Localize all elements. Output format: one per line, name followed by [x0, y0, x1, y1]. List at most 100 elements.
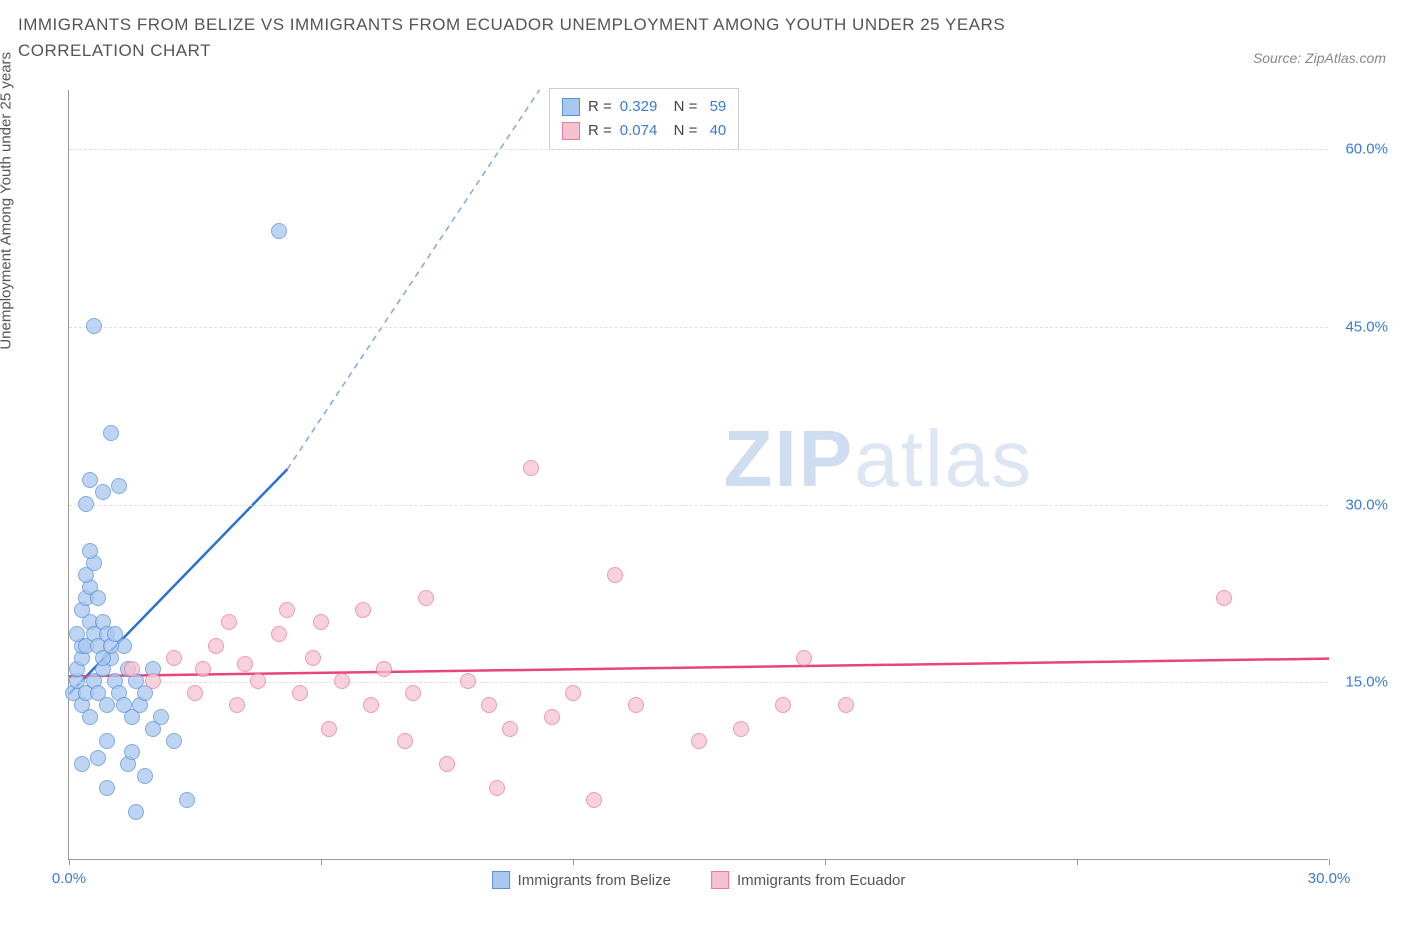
legend-r-label: R = — [588, 95, 612, 119]
data-point — [607, 567, 623, 583]
data-point — [111, 478, 127, 494]
data-point — [90, 590, 106, 606]
data-point — [166, 650, 182, 666]
data-point — [775, 697, 791, 713]
legend-r-value: 0.074 — [620, 119, 658, 143]
grid-line-horizontal — [69, 149, 1328, 150]
data-point — [128, 804, 144, 820]
data-point — [313, 614, 329, 630]
y-axis-label: Unemployment Among Youth under 25 years — [0, 52, 15, 350]
data-point — [1216, 590, 1232, 606]
data-point — [586, 792, 602, 808]
grid-line-horizontal — [69, 327, 1328, 328]
data-point — [166, 733, 182, 749]
data-point — [733, 721, 749, 737]
x-tick — [69, 859, 70, 865]
data-point — [137, 768, 153, 784]
watermark-light: atlas — [854, 414, 1033, 503]
grid-line-horizontal — [69, 505, 1328, 506]
series-legend-label: Immigrants from Ecuador — [737, 872, 905, 889]
data-point — [82, 709, 98, 725]
data-point — [82, 472, 98, 488]
watermark: ZIPatlas — [724, 413, 1033, 505]
x-tick — [321, 859, 322, 865]
series-legend-item: Immigrants from Ecuador — [711, 871, 905, 889]
legend-r-value: 0.329 — [620, 95, 658, 119]
plot-area: ZIPatlas R = 0.329 N = 59R = 0.074 N = 4… — [68, 90, 1328, 860]
legend-n-value: 59 — [705, 95, 726, 119]
data-point — [334, 673, 350, 689]
stats-legend-row: R = 0.074 N = 40 — [562, 119, 726, 143]
stats-legend-row: R = 0.329 N = 59 — [562, 95, 726, 119]
y-tick-label: 30.0% — [1345, 496, 1388, 513]
data-point — [405, 685, 421, 701]
x-tick — [573, 859, 574, 865]
series-legend-label: Immigrants from Belize — [518, 872, 671, 889]
data-point — [78, 496, 94, 512]
legend-swatch — [492, 871, 510, 889]
data-point — [279, 602, 295, 618]
data-point — [628, 697, 644, 713]
data-point — [481, 697, 497, 713]
x-tick — [825, 859, 826, 865]
source-attribution: Source: ZipAtlas.com — [1253, 50, 1386, 66]
data-point — [544, 709, 560, 725]
data-point — [502, 721, 518, 737]
y-tick-label: 45.0% — [1345, 318, 1388, 335]
watermark-bold: ZIP — [724, 414, 854, 503]
data-point — [691, 733, 707, 749]
y-tick-label: 60.0% — [1345, 141, 1388, 158]
data-point — [271, 626, 287, 642]
data-point — [103, 425, 119, 441]
legend-swatch — [562, 98, 580, 116]
data-point — [250, 673, 266, 689]
legend-n-value: 40 — [705, 119, 726, 143]
data-point — [107, 626, 123, 642]
data-point — [124, 661, 140, 677]
stats-legend: R = 0.329 N = 59R = 0.074 N = 40 — [549, 88, 739, 150]
data-point — [116, 697, 132, 713]
data-point — [305, 650, 321, 666]
data-point — [90, 750, 106, 766]
data-point — [82, 543, 98, 559]
data-point — [838, 697, 854, 713]
legend-swatch — [562, 122, 580, 140]
x-tick — [1329, 859, 1330, 865]
data-point — [153, 709, 169, 725]
series-legend-item: Immigrants from Belize — [492, 871, 671, 889]
legend-r-label: R = — [588, 119, 612, 143]
data-point — [208, 638, 224, 654]
data-point — [99, 780, 115, 796]
data-point — [418, 590, 434, 606]
data-point — [99, 733, 115, 749]
x-tick-label: 30.0% — [1308, 870, 1351, 887]
legend-n-label: N = — [665, 95, 697, 119]
series-legend: Immigrants from Belize Immigrants from Ec… — [492, 871, 906, 889]
data-point — [355, 602, 371, 618]
chart-container: Unemployment Among Youth under 25 years … — [18, 80, 1388, 900]
x-tick — [1077, 859, 1078, 865]
data-point — [439, 756, 455, 772]
data-point — [229, 697, 245, 713]
data-point — [460, 673, 476, 689]
data-point — [565, 685, 581, 701]
data-point — [796, 650, 812, 666]
chart-title: IMMIGRANTS FROM BELIZE VS IMMIGRANTS FRO… — [18, 12, 1118, 63]
data-point — [86, 318, 102, 334]
data-point — [376, 661, 392, 677]
data-point — [74, 756, 90, 772]
data-point — [321, 721, 337, 737]
x-tick-label: 0.0% — [52, 870, 86, 887]
data-point — [221, 614, 237, 630]
data-point — [523, 460, 539, 476]
y-tick-label: 15.0% — [1345, 674, 1388, 691]
data-point — [489, 780, 505, 796]
data-point — [271, 223, 287, 239]
legend-n-label: N = — [665, 119, 697, 143]
data-point — [187, 685, 203, 701]
data-point — [397, 733, 413, 749]
data-point — [124, 744, 140, 760]
data-point — [145, 673, 161, 689]
trend-line-extrapolated — [287, 90, 539, 469]
data-point — [195, 661, 211, 677]
